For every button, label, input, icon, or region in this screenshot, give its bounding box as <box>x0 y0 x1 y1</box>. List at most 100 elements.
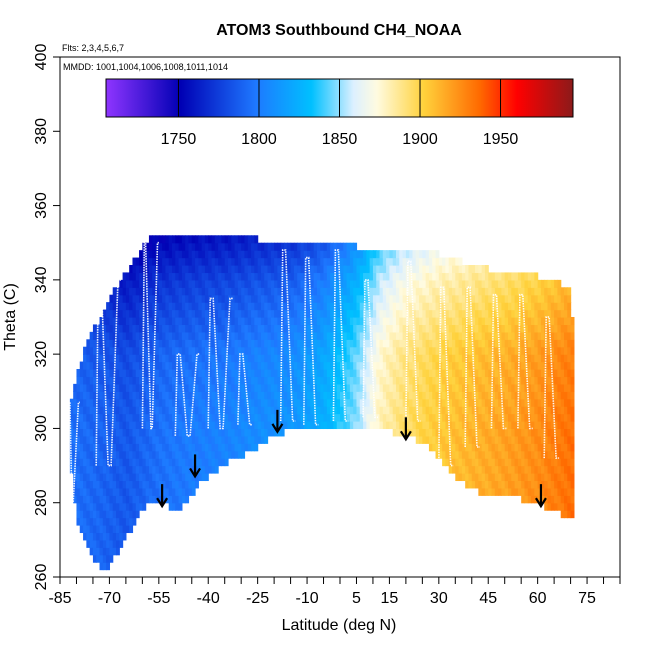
heatmap-cell <box>96 376 101 385</box>
heatmap-cell <box>517 421 522 430</box>
heatmap-cell <box>129 450 134 459</box>
heatmap-cell <box>201 242 206 251</box>
heatmap-cell <box>376 391 381 400</box>
arrow-marker <box>156 484 169 509</box>
heatmap-cell <box>425 317 430 326</box>
heatmap-cell <box>76 413 81 422</box>
heatmap-cell <box>228 317 232 326</box>
heatmap-cell <box>208 376 213 385</box>
heatmap-cell <box>461 435 466 444</box>
heatmap-cell <box>142 435 147 444</box>
heatmap-cell <box>544 354 549 363</box>
heatmap-cell <box>534 435 539 444</box>
heatmap-cell <box>392 428 397 437</box>
heatmap-cell <box>139 435 143 444</box>
heatmap-cell <box>102 458 107 467</box>
heatmap-cell <box>135 383 140 392</box>
heatmap-cell <box>422 324 427 333</box>
heatmap-cell <box>244 413 249 422</box>
heatmap-cell <box>254 294 259 303</box>
heatmap-cell <box>112 532 117 541</box>
heatmap-cell <box>438 369 443 378</box>
heatmap-cell <box>195 398 199 407</box>
heatmap-cell <box>491 406 496 415</box>
heatmap-cell <box>396 376 400 385</box>
heatmap-cell <box>244 398 249 407</box>
heatmap-cell <box>517 354 522 363</box>
heatmap-cell <box>484 324 489 333</box>
heatmap-cell <box>129 398 134 407</box>
heatmap-cell <box>198 376 203 385</box>
heatmap-cell <box>343 287 348 296</box>
heatmap-cell <box>405 250 410 259</box>
heatmap-cell <box>564 428 568 437</box>
heatmap-cell <box>554 369 559 378</box>
heatmap-cell <box>544 317 549 326</box>
heatmap-cell <box>504 443 509 452</box>
heatmap-cell <box>455 435 460 444</box>
heatmap-cell <box>228 257 232 266</box>
heatmap-cell <box>125 502 130 511</box>
heatmap-cell <box>330 324 335 333</box>
heatmap-cell <box>79 458 84 467</box>
heatmap-cell <box>175 413 180 422</box>
heatmap-cell <box>564 480 568 489</box>
heatmap-cell <box>155 383 160 392</box>
heatmap-cell <box>570 339 575 348</box>
heatmap-cell <box>218 369 223 378</box>
heatmap-cell <box>471 339 476 348</box>
heatmap-cell <box>260 428 265 437</box>
heatmap-cell <box>92 435 97 444</box>
heatmap-cell <box>264 376 269 385</box>
heatmap-cell <box>165 413 170 422</box>
heatmap-cell <box>560 317 565 326</box>
heatmap-cell <box>524 421 529 430</box>
heatmap-cell <box>494 487 499 496</box>
heatmap-cell <box>188 450 193 459</box>
heatmap-cell <box>438 309 443 318</box>
heatmap-cell <box>185 413 190 422</box>
heatmap-cell <box>330 309 335 318</box>
heatmap-cell <box>162 376 167 385</box>
heatmap-cell <box>162 487 167 496</box>
heatmap-cell <box>297 406 302 415</box>
heatmap-cell <box>511 391 516 400</box>
heatmap-cell <box>455 294 460 303</box>
heatmap-cell <box>188 317 193 326</box>
heatmap-cell <box>544 339 549 348</box>
heatmap-cell <box>112 547 117 556</box>
heatmap-cell <box>129 480 134 489</box>
heatmap-cell <box>188 235 193 244</box>
heatmap-cell <box>198 391 203 400</box>
heatmap-cell <box>320 354 325 363</box>
heatmap-cell <box>524 398 529 407</box>
heatmap-cell <box>254 428 259 437</box>
heatmap-cell <box>412 317 417 326</box>
heatmap-cell <box>521 473 526 482</box>
heatmap-cell <box>122 517 127 526</box>
heatmap-cell <box>452 272 456 281</box>
heatmap-cell <box>185 279 190 288</box>
heatmap-cell <box>540 287 545 296</box>
heatmap-cell <box>208 458 213 467</box>
heatmap-cell <box>465 265 470 274</box>
heatmap-cell <box>366 265 371 274</box>
heatmap-cell <box>254 361 259 370</box>
heatmap-cell <box>511 339 516 348</box>
heatmap-cell <box>162 428 167 437</box>
heatmap-cell <box>185 443 190 452</box>
heatmap-cell <box>438 317 443 326</box>
heatmap-cell <box>570 421 575 430</box>
heatmap-cell <box>402 369 407 378</box>
heatmap-cell <box>461 324 466 333</box>
heatmap-cell <box>264 354 269 363</box>
heatmap-cell <box>152 331 157 340</box>
heatmap-cell <box>428 428 433 437</box>
heatmap-cell <box>122 317 127 326</box>
heatmap-cell <box>475 406 479 415</box>
heatmap-cell <box>504 279 509 288</box>
heatmap-cell <box>425 279 430 288</box>
heatmap-cell <box>425 406 430 415</box>
heatmap-cell <box>208 272 213 281</box>
heatmap-cell <box>116 354 120 363</box>
